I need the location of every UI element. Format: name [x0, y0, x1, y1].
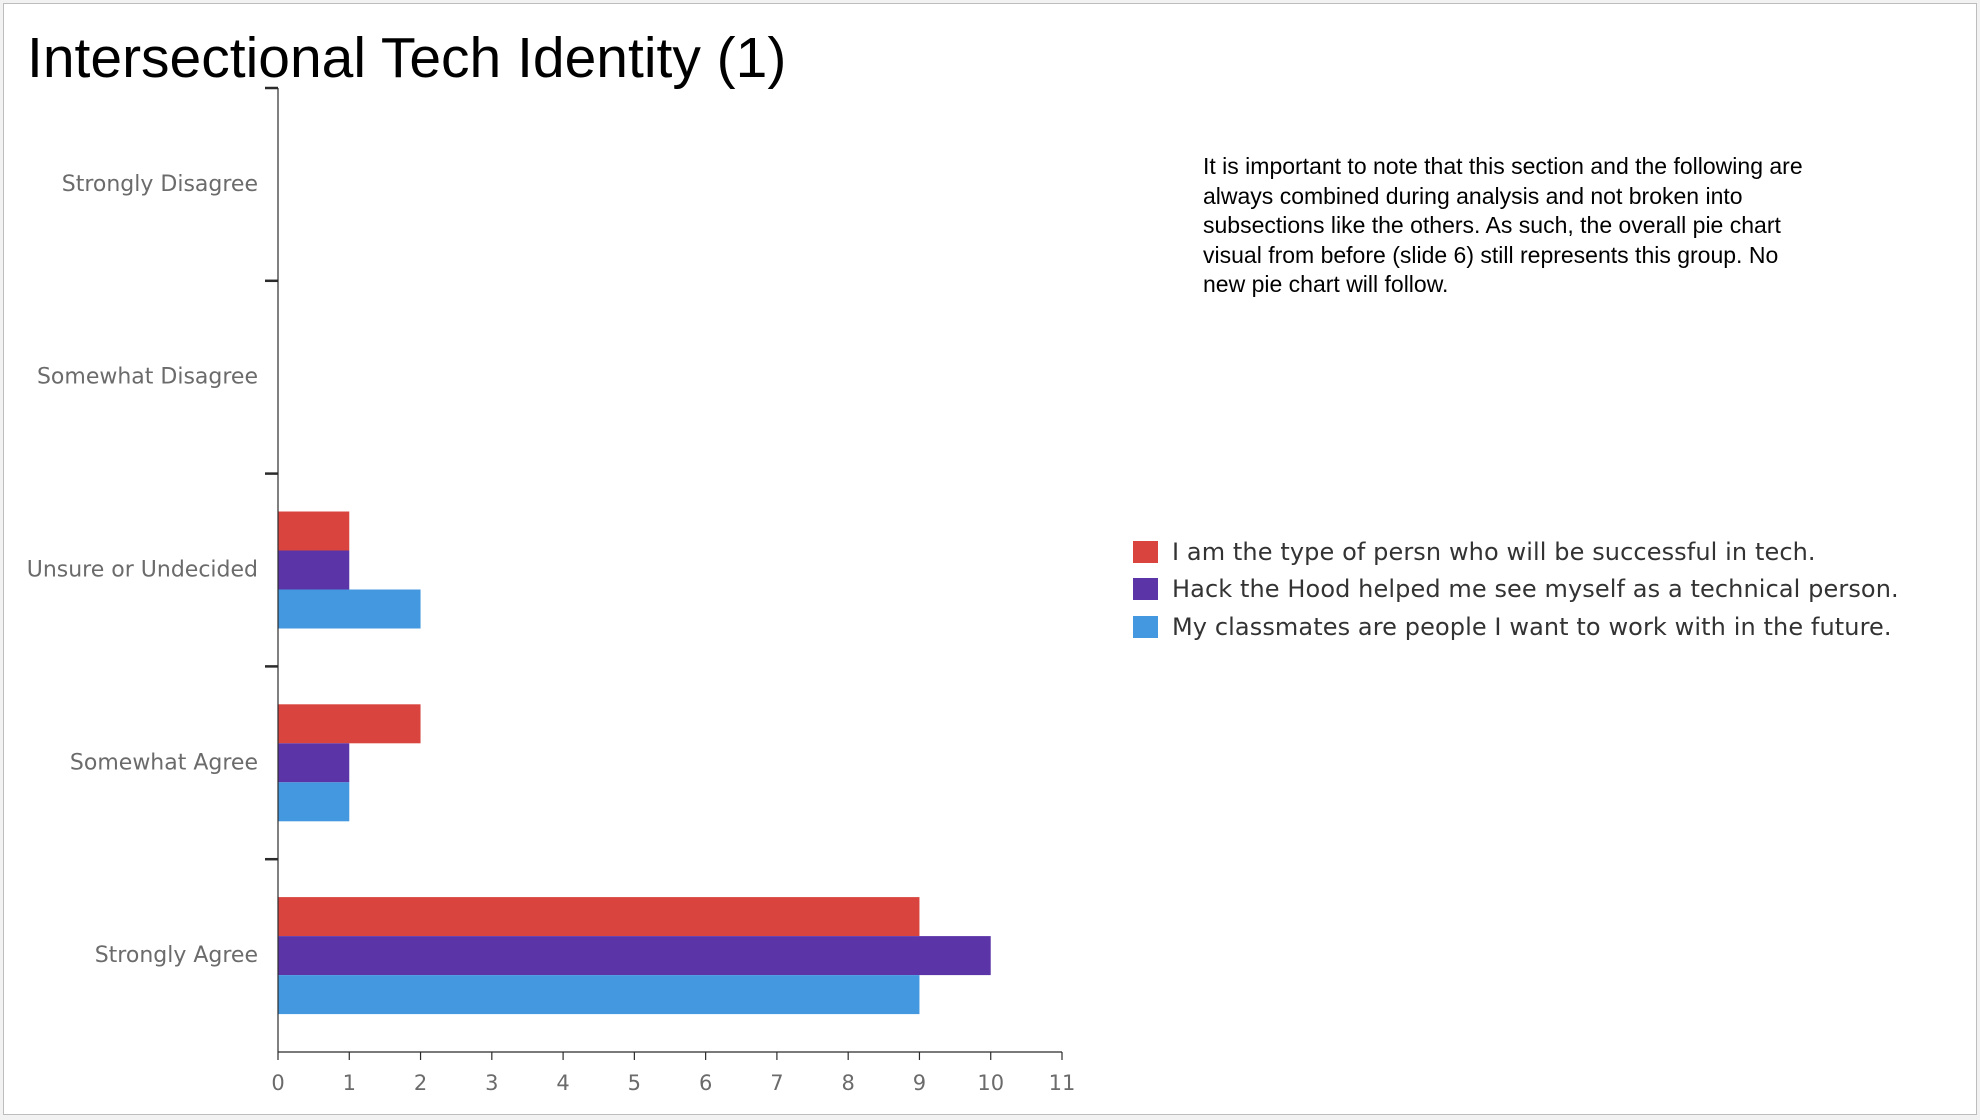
legend-label: My classmates are people I want to work …: [1172, 612, 1892, 641]
category-label: Strongly Disagree: [62, 172, 258, 197]
legend-label: I am the type of persn who will be succe…: [1172, 537, 1816, 566]
bar: [278, 975, 920, 1015]
category-label: Somewhat Agree: [70, 750, 258, 775]
x-tick-label: 7: [770, 1071, 783, 1095]
analysis-note: It is important to note that this sectio…: [1203, 153, 1803, 297]
x-tick-label: 3: [485, 1071, 498, 1095]
bar: [278, 743, 350, 783]
slide-title: Intersectional Tech Identity (1): [27, 26, 787, 90]
legend-swatch: [1133, 615, 1158, 638]
legend-swatch: [1133, 578, 1158, 601]
x-tick-label: 10: [977, 1071, 1004, 1095]
legend-item: Hack the Hood helped me see myself as a …: [1133, 571, 1899, 609]
chart-legend: I am the type of persn who will be succe…: [1133, 533, 1899, 646]
bar: [278, 589, 421, 629]
x-tick-label: 9: [913, 1071, 926, 1095]
x-tick-label: 5: [628, 1071, 641, 1095]
x-tick-label: 2: [414, 1071, 427, 1095]
category-label: Somewhat Disagree: [37, 365, 258, 390]
legend-item: My classmates are people I want to work …: [1133, 608, 1899, 646]
bar: [278, 897, 920, 937]
bar: [278, 936, 991, 976]
bar: [278, 511, 350, 551]
x-tick-label: 11: [1049, 1071, 1076, 1095]
legend-swatch: [1133, 540, 1158, 563]
bar: [278, 704, 421, 744]
legend-item: I am the type of persn who will be succe…: [1133, 533, 1899, 571]
bar-chart: Strongly Disagree Somewhat Disagree Unsure…: [27, 86, 1076, 1095]
bar: [278, 550, 350, 590]
category-label: Strongly Agree: [95, 943, 258, 968]
bar: [278, 782, 350, 822]
slide: Intersectional Tech Identity (1) It is i…: [3, 3, 1977, 1115]
legend-label: Hack the Hood helped me see myself as a …: [1172, 575, 1899, 604]
x-tick-label: 6: [699, 1071, 712, 1095]
x-tick-label: 4: [556, 1071, 569, 1095]
x-tick-label: 1: [343, 1071, 356, 1095]
x-tick-label: 8: [841, 1071, 854, 1095]
x-tick-label: 0: [271, 1071, 284, 1095]
category-label: Unsure or Undecided: [27, 558, 258, 583]
